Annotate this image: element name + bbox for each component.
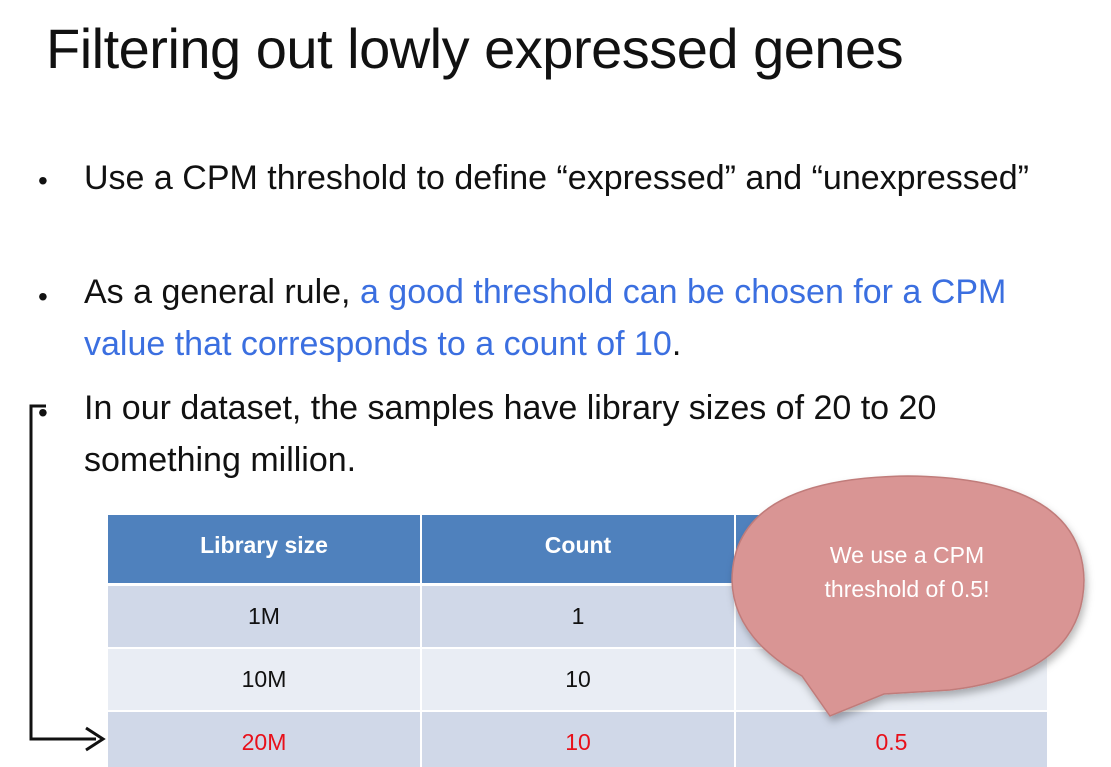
bullet-2-text-highlight: a good threshold can be chosen for a CPM… bbox=[84, 273, 1007, 363]
bullet-marker-1: • bbox=[38, 165, 48, 196]
bullet-marker-2: • bbox=[38, 281, 48, 312]
table-row-highlighted: 20M 10 0.5 bbox=[108, 711, 1049, 767]
cell-library-size: 1M bbox=[108, 584, 422, 649]
bullet-2-text-plain: As a general rule, bbox=[84, 273, 360, 311]
cell-count: 10 bbox=[421, 648, 736, 712]
bullet-2-text: As a general rule, a good threshold can … bbox=[84, 266, 1094, 370]
cell-count: 1 bbox=[421, 584, 736, 649]
header-library-size: Library size bbox=[108, 515, 422, 586]
bullet-1-text: Use a CPM threshold to define “expressed… bbox=[84, 159, 1029, 197]
header-count: Count bbox=[421, 515, 736, 586]
callout-text: We use a CPM threshold of 0.5! bbox=[824, 542, 990, 602]
cell-count: 10 bbox=[421, 711, 736, 767]
cell-library-size: 10M bbox=[108, 648, 422, 712]
bullet-marker-3: • bbox=[38, 397, 48, 428]
bullet-3-text: In our dataset, the samples have library… bbox=[84, 389, 937, 479]
cell-cpm: 0.5 bbox=[735, 711, 1049, 767]
slide-title: Filtering out lowly expressed genes bbox=[46, 17, 904, 80]
bullet-2-text-end: . bbox=[671, 325, 682, 363]
cell-library-size: 20M bbox=[108, 711, 422, 767]
